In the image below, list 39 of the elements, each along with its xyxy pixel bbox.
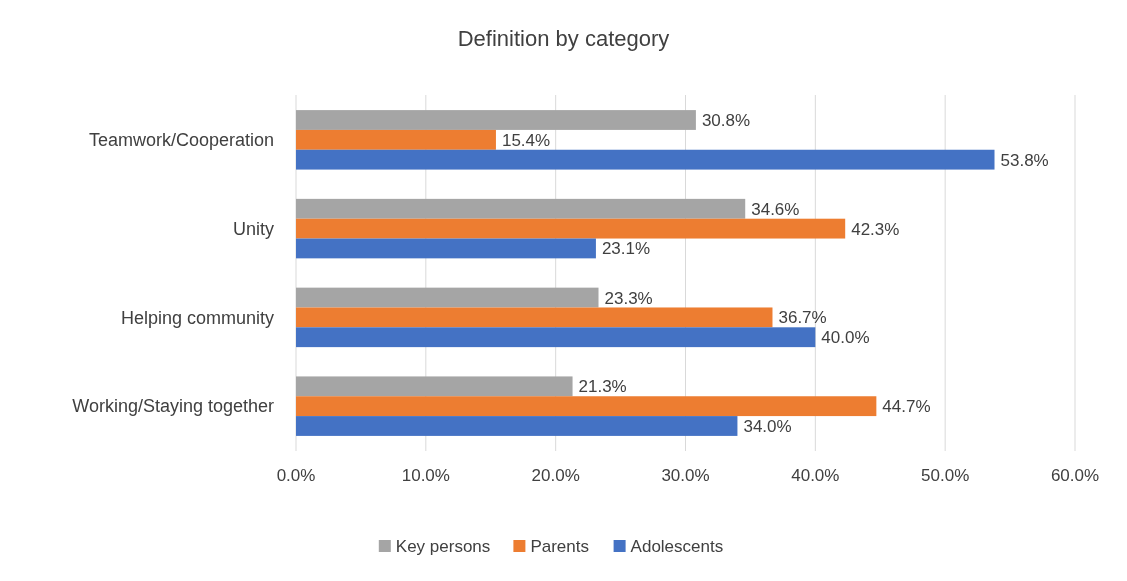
x-tick-label: 0.0%: [276, 466, 316, 485]
legend-label: Adolescents: [630, 536, 724, 556]
data-label: 30.8%: [701, 110, 751, 130]
bar: [296, 416, 738, 436]
y-tick-label: Working/Staying together: [72, 396, 274, 417]
data-label: 21.3%: [578, 377, 627, 397]
data-label: 15.4%: [501, 130, 551, 150]
data-label: 53.8%: [1000, 150, 1049, 170]
data-label: 34.0%: [743, 416, 792, 436]
bar: [296, 218, 846, 239]
bar: [296, 287, 599, 308]
bar: [296, 327, 816, 348]
x-tick-label: 20.0%: [531, 466, 580, 485]
x-tick-label: 50.0%: [921, 466, 970, 485]
data-label: 36.7%: [778, 308, 827, 328]
data-label: 44.7%: [882, 397, 931, 417]
x-tick-label: 40.0%: [791, 466, 840, 485]
data-label: 42.3%: [851, 219, 900, 239]
legend-label: Parents: [530, 536, 589, 556]
bar: [296, 396, 877, 417]
bar: [296, 376, 573, 397]
bar: [296, 238, 596, 259]
bar: [296, 307, 773, 328]
bar: [296, 198, 746, 219]
data-label: 40.0%: [821, 328, 870, 348]
y-tick-label: Helping community: [120, 307, 274, 328]
x-tick-label: 10.0%: [401, 466, 450, 485]
y-tick-label: Unity: [232, 218, 274, 239]
x-tick-label: 30.0%: [661, 466, 710, 485]
x-tick-label: 60.0%: [1050, 466, 1100, 485]
legend-label: Key persons: [395, 536, 491, 556]
data-label: 34.6%: [751, 199, 800, 219]
bar: [296, 110, 696, 130]
data-label: 23.3%: [604, 288, 653, 308]
chart-title: Definition by category: [457, 26, 670, 51]
bar: [296, 149, 995, 170]
y-tick-label: Teamwork/Cooperation: [88, 130, 274, 151]
data-label: 23.1%: [601, 239, 651, 259]
bar: [296, 129, 496, 150]
